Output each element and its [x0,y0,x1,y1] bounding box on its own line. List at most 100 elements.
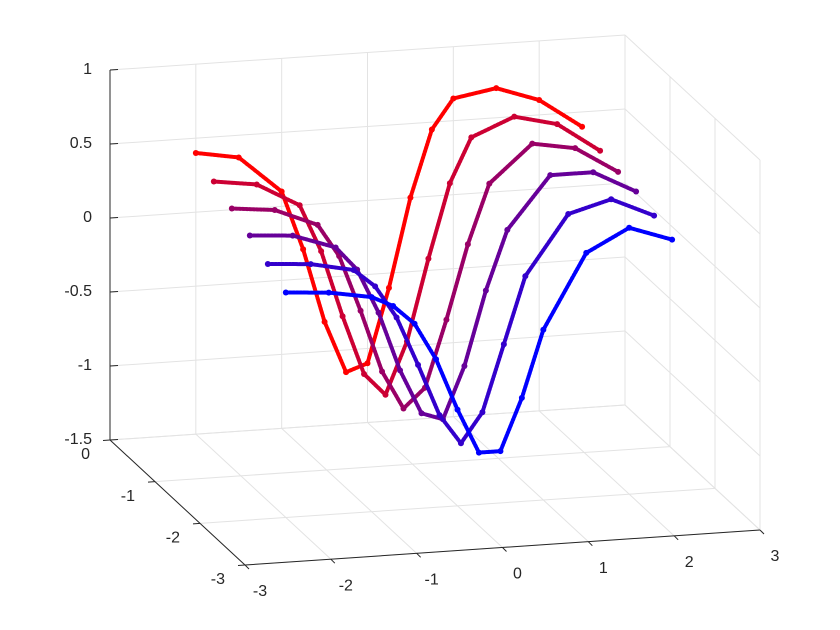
grid-line [367,422,503,548]
data-point [321,318,328,325]
grid-line [624,34,761,161]
data-point [457,440,464,447]
grid-line [624,404,761,531]
data-point [522,273,529,280]
data-point [357,307,364,314]
data-point [540,326,547,333]
grid-line [109,34,626,71]
tick-mark [192,522,201,525]
data-point [633,188,640,195]
data-point [464,241,471,248]
point-trace [247,170,639,422]
y-axis [109,439,246,566]
data-point [375,309,382,316]
data-point [450,95,457,102]
tick-mark [109,217,119,219]
tick-mark [147,481,156,483]
data-point [350,267,357,274]
tick-mark [109,143,119,145]
data-point [482,287,489,294]
data-point [397,367,404,374]
grid-line [109,404,626,441]
data-point [433,356,440,363]
tick-mark [109,439,119,441]
x-tick-label: 3 [771,548,780,565]
point-trace [211,114,603,397]
data-point [411,320,418,327]
data-point [529,140,536,147]
tick-mark [416,552,422,558]
data-point [454,406,461,413]
data-point [192,149,199,156]
y-tick-label: -1 [121,488,135,505]
tick-mark [673,535,679,541]
point-trace [265,197,657,446]
data-point [246,232,253,239]
data-point [379,368,386,375]
x-tick-label: 0 [513,566,522,583]
data-point [271,207,278,214]
grid-line [154,446,671,483]
grid-line [199,487,716,524]
data-point [368,294,375,301]
grid-line [624,256,761,383]
data-point [608,196,615,203]
data-point [372,283,379,290]
z-tick-label: 0.5 [70,135,92,152]
z-tick-label: 1 [83,61,92,78]
grid-line [109,256,626,293]
grid-line [109,108,626,145]
y-tick-label: -3 [211,571,225,588]
data-point [425,255,432,262]
tick-mark [237,564,246,566]
grid-line [281,427,418,554]
data-point [307,261,314,268]
data-point [572,145,579,152]
grid-line [624,108,761,235]
data-point [418,410,425,417]
data-point [400,405,407,412]
grid-line [624,330,761,457]
data-point [651,212,658,219]
data-point [504,226,511,233]
data-point [296,202,303,209]
grid-line [195,433,332,560]
grid-line [452,416,589,543]
data-point [393,314,400,321]
grid-line [538,410,675,537]
data-point [339,313,346,320]
data-point [264,261,271,268]
x-tick-label: 2 [685,554,694,571]
x-tick-label: -3 [253,583,267,600]
x-tick-label: -2 [339,577,353,594]
data-point [282,289,289,296]
data-point [385,284,392,291]
data-point [300,246,307,253]
tick-mark [330,558,336,564]
data-point [511,113,518,120]
z-tick-label: -1.5 [64,431,92,448]
y-tick-label: 0 [81,446,90,463]
data-point [289,232,296,239]
data-point [479,409,486,416]
data-point [626,224,633,231]
data-point [583,249,590,256]
data-point [314,221,321,228]
y-tick-label: -2 [166,530,180,547]
data-point [536,97,543,104]
z-tick-label: -1 [78,357,92,374]
data-point [210,178,217,185]
data-point [475,449,482,456]
data-point [407,194,414,201]
data-point [497,448,504,455]
data-point [361,371,368,378]
data-point [461,362,468,369]
tick-mark [109,291,119,293]
data-point [669,236,676,243]
data-point [486,180,493,187]
x-tick-label: 1 [599,560,608,577]
data-point [343,369,350,376]
z-tick-label: -0.5 [64,283,92,300]
data-point [518,394,525,401]
